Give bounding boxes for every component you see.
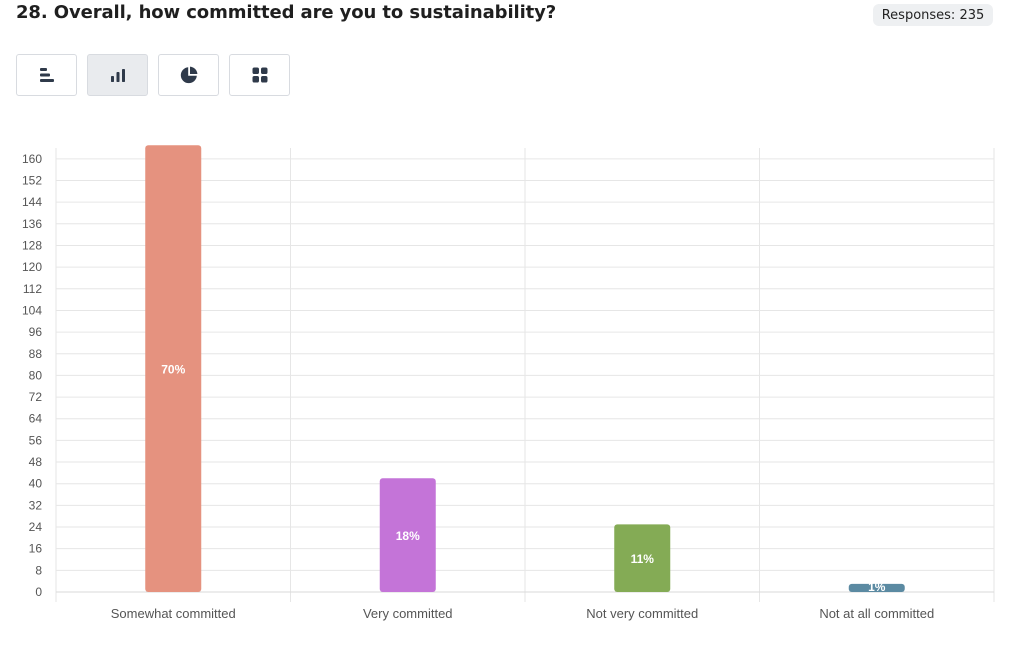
horizontal-bar-chart-button[interactable] bbox=[16, 54, 77, 96]
x-category-label: Very committed bbox=[363, 606, 453, 621]
y-tick-label: 160 bbox=[22, 152, 42, 166]
y-tick-label: 8 bbox=[35, 563, 42, 577]
horizontal-bar-chart-icon bbox=[39, 68, 54, 82]
y-tick-label: 16 bbox=[29, 542, 43, 556]
grid-view-button[interactable] bbox=[229, 54, 290, 96]
y-tick-label: 48 bbox=[29, 455, 43, 469]
y-tick-label: 88 bbox=[29, 347, 43, 361]
y-tick-label: 144 bbox=[22, 195, 42, 209]
grid-view-icon bbox=[252, 67, 267, 83]
responses-badge: Responses: 235 bbox=[873, 4, 993, 26]
bar-2 bbox=[379, 478, 436, 592]
bar-4 bbox=[848, 583, 905, 592]
pie-chart-icon bbox=[180, 66, 197, 84]
x-category-label: Not at all committed bbox=[819, 606, 934, 621]
y-tick-label: 72 bbox=[29, 390, 43, 404]
y-tick-label: 64 bbox=[29, 412, 43, 426]
chart-type-toolbar bbox=[16, 54, 290, 96]
y-tick-label: 56 bbox=[29, 433, 43, 447]
bar-data-label: 70% bbox=[161, 363, 185, 377]
bar-chart: 0 8 16 24 32 40 48 56 64 72 80 88 96 104 112 120 128 136 1… bbox=[22, 145, 995, 621]
x-category-label: Not very committed bbox=[586, 606, 698, 621]
y-tick-label: 0 bbox=[35, 585, 42, 599]
y-tick-label: 96 bbox=[29, 325, 43, 339]
bar-data-label: 18% bbox=[396, 529, 420, 543]
vertical-bar-chart-icon bbox=[110, 69, 125, 82]
bar-data-label: 11% bbox=[631, 552, 655, 566]
y-tick-label: 136 bbox=[22, 217, 42, 231]
y-tick-label: 152 bbox=[22, 173, 42, 187]
y-tick-label: 32 bbox=[29, 498, 43, 512]
y-tick-label: 80 bbox=[29, 368, 43, 382]
y-tick-label: 24 bbox=[29, 520, 43, 534]
bar-3 bbox=[614, 524, 671, 592]
pie-chart-button[interactable] bbox=[158, 54, 219, 96]
question-title: 28. Overall, how committed are you to su… bbox=[16, 2, 557, 23]
bar-1 bbox=[145, 145, 202, 593]
vertical-bar-chart-button[interactable] bbox=[87, 54, 148, 96]
y-tick-label: 128 bbox=[22, 238, 42, 252]
bar-data-label: 1% bbox=[868, 580, 886, 594]
y-tick-label: 40 bbox=[29, 477, 43, 491]
x-category-label: Somewhat committed bbox=[111, 606, 236, 621]
y-tick-label: 104 bbox=[22, 303, 42, 317]
y-tick-label: 112 bbox=[23, 282, 42, 296]
y-tick-label: 120 bbox=[22, 260, 42, 274]
